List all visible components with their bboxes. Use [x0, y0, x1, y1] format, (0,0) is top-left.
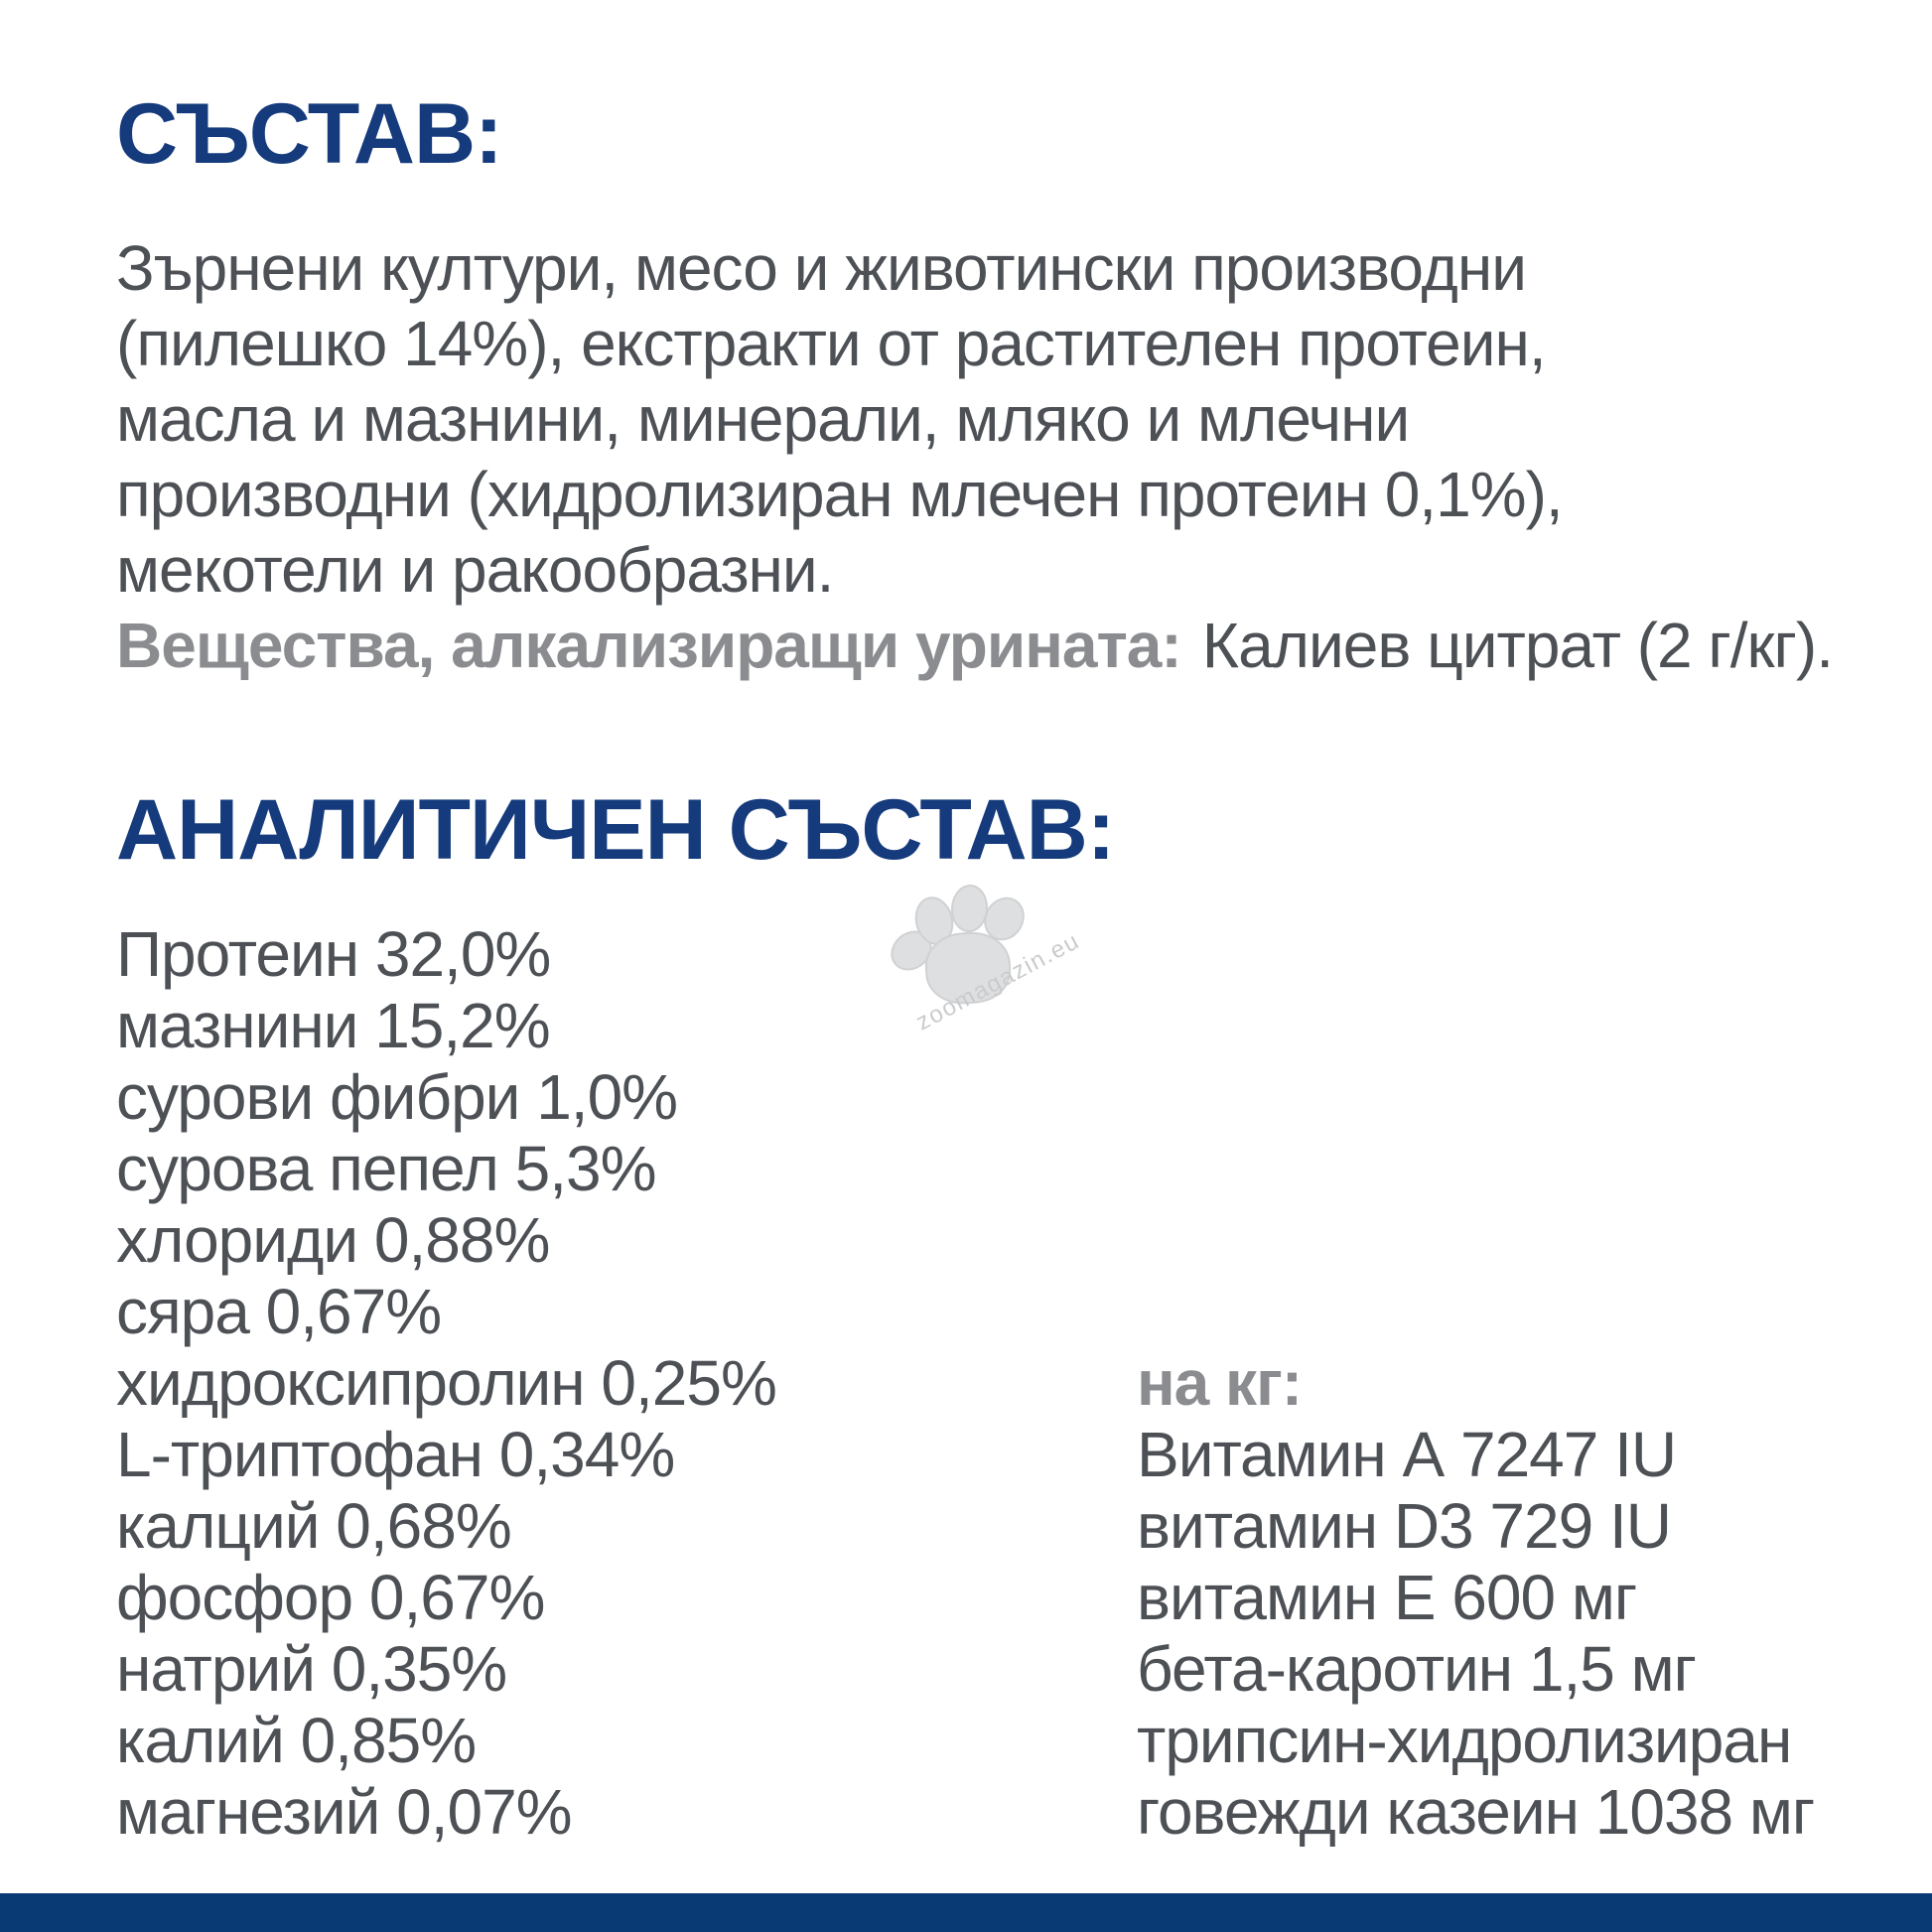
- composition-line: масла и мазнини, минерали, мляко и млечн…: [116, 383, 1410, 455]
- composition-paragraph: Зърнени култури, месо и животински произ…: [116, 230, 1903, 683]
- nutrient-line: сяра 0,67%: [116, 1276, 442, 1347]
- nutrient-list: Протеин 32,0% мазнини 15,2% сурови фибри 1…: [116, 918, 1109, 1848]
- vitamin-line: Витамин А 7247 IU: [1137, 1419, 1677, 1490]
- composition-line: (пилешко 14%), екстракти от растителен п…: [116, 308, 1547, 379]
- urine-substances-label: Вещества, алкализиращи урината:: [116, 610, 1182, 681]
- nutrient-line: фосфор 0,67%: [116, 1562, 545, 1633]
- composition-line: Зърнени култури, месо и животински произ…: [116, 232, 1527, 304]
- vitamin-line: бета-каротин 1,5 мг: [1137, 1633, 1697, 1705]
- per-kg-column: на кг: Витамин А 7247 IU витамин D3 729 I…: [1137, 1347, 1921, 1848]
- vitamin-list: Витамин А 7247 IU витамин D3 729 IU витами…: [1137, 1419, 1921, 1848]
- nutrient-line: калий 0,85%: [116, 1705, 477, 1776]
- composition-line: мекотели и ракообразни.: [116, 534, 834, 606]
- vitamin-line: витамин D3 729 IU: [1137, 1490, 1672, 1562]
- urine-substances-value: Калиев цитрат (2 г/кг).: [1201, 610, 1834, 681]
- analytical-title: АНАЛИТИЧЕН СЪСТАВ:: [116, 782, 1115, 878]
- vitamin-line: витамин Е 600 мг: [1137, 1562, 1637, 1633]
- nutrient-line: сурови фибри 1,0%: [116, 1061, 678, 1133]
- nutrient-line: L-триптофан 0,34%: [116, 1419, 675, 1490]
- vitamin-line: трипсин-хидролизиран: [1137, 1705, 1792, 1776]
- composition-title: СЪСТАВ:: [116, 86, 503, 182]
- vitamin-line: говежди казеин 1038 мг: [1137, 1776, 1815, 1848]
- nutrient-line: мазнини 15,2%: [116, 990, 551, 1061]
- nutrient-line: натрий 0,35%: [116, 1633, 507, 1705]
- per-kg-label: на кг:: [1137, 1347, 1303, 1419]
- nutrient-line: Протеин 32,0%: [116, 918, 551, 990]
- footer-bar: [0, 1893, 1932, 1932]
- nutrient-line: хидроксипролин 0,25%: [116, 1347, 777, 1419]
- nutrient-line: сурова пепел 5,3%: [116, 1133, 657, 1204]
- nutrient-line: хлориди 0,88%: [116, 1204, 550, 1276]
- composition-line: производни (хидролизиран млечен протеин …: [116, 459, 1564, 530]
- nutrient-line: магнезий 0,07%: [116, 1776, 573, 1848]
- composition-lines: Зърнени култури, месо и животински произ…: [116, 230, 1903, 608]
- nutrient-line: калций 0,68%: [116, 1490, 512, 1562]
- urine-substances-line: Вещества, алкализиращи урината: Калиев ци…: [116, 608, 1903, 683]
